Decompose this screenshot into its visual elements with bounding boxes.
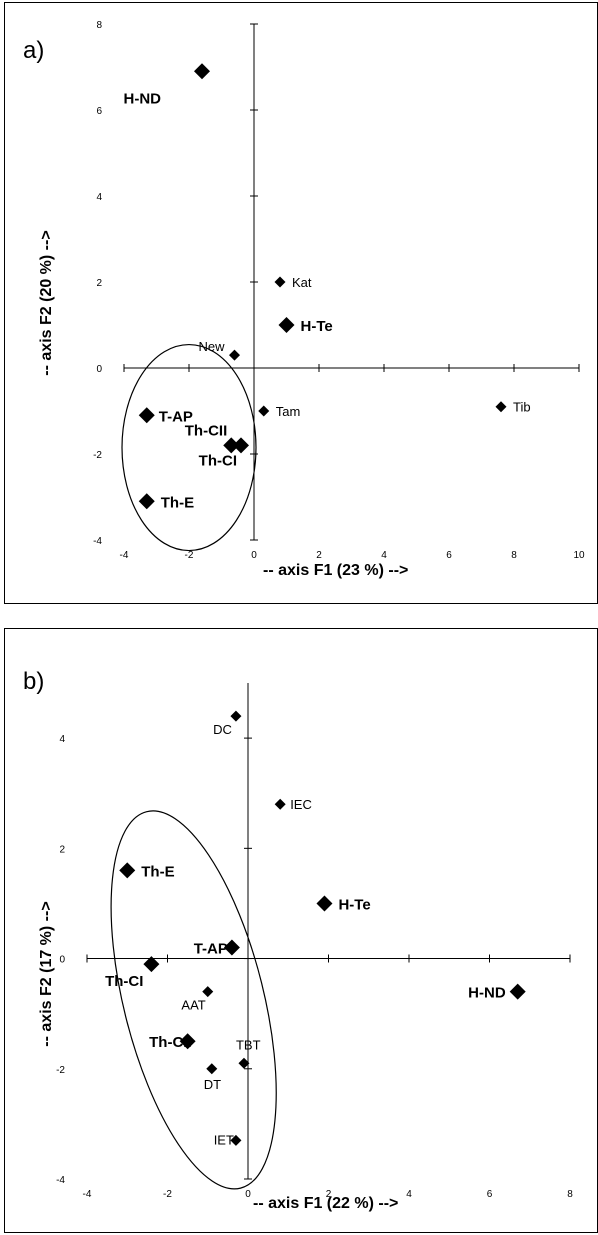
data-point-label: Tib — [513, 400, 531, 415]
data-point-marker — [229, 349, 240, 361]
data-point-label: AAT — [181, 998, 205, 1013]
data-point-label: T-AP — [159, 408, 193, 425]
x-tick-label: 6 — [487, 1189, 493, 1200]
data-point-marker — [223, 437, 240, 454]
x-tick-label: 4 — [406, 1189, 412, 1200]
data-point-marker — [278, 317, 295, 333]
data-point-marker — [258, 405, 270, 417]
data-point-marker — [202, 986, 214, 998]
data-point-label: Th-CII — [149, 1034, 192, 1051]
y-tick-label: 6 — [96, 106, 102, 117]
data-point-marker — [143, 956, 160, 973]
x-tick-label: 4 — [381, 550, 387, 561]
x-tick-label: 10 — [573, 550, 585, 561]
data-point-label: IEC — [290, 797, 312, 812]
x-tick-label: 2 — [326, 1189, 332, 1200]
panel-label: b) — [23, 668, 44, 695]
x-tick-label: -2 — [163, 1189, 172, 1200]
data-point-marker — [138, 407, 155, 424]
y-tick-label: 0 — [96, 364, 102, 375]
data-point-label: H-Te — [301, 318, 333, 335]
x-tick-label: 8 — [511, 550, 517, 561]
y-tick-label: -2 — [56, 1065, 65, 1076]
data-point-label: TBT — [236, 1037, 261, 1052]
data-point-label: Th-E — [141, 863, 174, 880]
data-point-marker — [138, 493, 155, 510]
x-tick-label: -2 — [185, 550, 194, 561]
y-tick-label: 8 — [96, 20, 102, 31]
data-point-label: New — [198, 339, 225, 354]
y-tick-label: 2 — [59, 844, 65, 855]
data-point-label: Th-E — [161, 494, 194, 511]
y-tick-label: -4 — [56, 1175, 65, 1186]
x-tick-label: 8 — [567, 1189, 573, 1200]
y-axis-title: -- axis F2 (17 %) --> — [38, 901, 55, 1046]
scatter-plot-b: b) -4 -2 0 2 4 6 8 -4 -2 0 2 4 DC IEC Th-E H-Te T-AP Th-CI… — [23, 668, 573, 1212]
chart-panel-a: a) -4 -2 0 2 4 6 8 10 -4 -2 0 2 4 6 8 H-ND Kat H-Te New T-AP… — [4, 2, 598, 604]
y-tick-label: 4 — [59, 734, 65, 745]
data-point-marker — [119, 862, 136, 879]
data-point-label: Tam — [276, 404, 301, 419]
data-point-marker — [179, 1033, 196, 1050]
x-tick-label: 6 — [446, 550, 452, 561]
data-point-marker — [230, 710, 242, 722]
group-ellipse — [121, 343, 257, 552]
x-axis-title: -- axis F1 (22 %) --> — [253, 1195, 398, 1212]
data-point-marker — [233, 437, 249, 454]
data-point-marker — [509, 983, 526, 1000]
x-tick-label: 2 — [316, 550, 322, 561]
data-point-marker — [194, 63, 210, 80]
data-point-marker — [206, 1063, 218, 1075]
chart-panel-b: b) -4 -2 0 2 4 6 8 -4 -2 0 2 4 DC IEC Th-E H-Te T-AP Th-CI… — [4, 628, 598, 1233]
y-tick-label: 2 — [96, 278, 102, 289]
data-point-marker — [274, 276, 286, 288]
x-tick-label: 0 — [245, 1189, 251, 1200]
x-tick-label: -4 — [83, 1189, 92, 1200]
data-point-label: H-ND — [124, 90, 162, 107]
data-point-marker — [238, 1057, 250, 1069]
y-axis-title: -- axis F2 (20 %) --> — [38, 230, 55, 375]
group-ellipse — [110, 810, 277, 1190]
x-axis-title: -- axis F1 (23 %) --> — [263, 562, 408, 579]
data-point-label: Th-CI — [105, 973, 143, 990]
data-point-label: H-ND — [468, 985, 506, 1002]
data-point-label: DC — [213, 722, 232, 737]
data-point-marker — [230, 1134, 242, 1146]
data-point-marker — [495, 401, 507, 413]
y-tick-label: -4 — [93, 536, 102, 547]
data-point-label: DT — [204, 1077, 221, 1092]
data-point-label: T-AP — [194, 941, 228, 958]
y-tick-label: 0 — [59, 955, 65, 966]
data-point-marker — [223, 939, 240, 956]
x-tick-label: 0 — [251, 550, 257, 561]
x-tick-label: -4 — [120, 550, 129, 561]
y-tick-label: 4 — [96, 192, 102, 203]
data-point-label: Th-CI — [199, 452, 237, 469]
data-point-label: H-Te — [338, 896, 370, 913]
scatter-plot-a: a) -4 -2 0 2 4 6 8 10 -4 -2 0 2 4 6 8 H-ND Kat H-Te New T-AP… — [23, 20, 585, 579]
data-point-label: Kat — [292, 275, 312, 290]
data-point-label: IET — [214, 1132, 234, 1147]
data-point-marker — [274, 798, 286, 810]
data-point-label: Th-CII — [185, 422, 228, 439]
y-tick-label: -2 — [93, 450, 102, 461]
panel-label: a) — [23, 37, 44, 64]
data-point-marker — [316, 895, 333, 912]
